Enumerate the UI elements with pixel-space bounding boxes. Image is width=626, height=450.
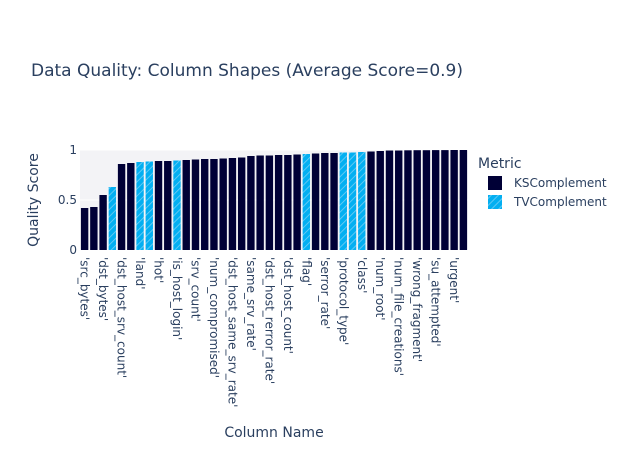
x-tick-label: 'class' <box>355 257 369 293</box>
x-tick-label: 'num_root' <box>373 257 387 321</box>
bar-kscomplement[interactable] <box>247 156 255 250</box>
x-tick-label: 'urgent' <box>447 257 461 303</box>
bar-kscomplement[interactable] <box>201 159 209 250</box>
bar-kscomplement[interactable] <box>284 155 292 250</box>
legend-label-tvcomplement: TVComplement <box>513 195 607 209</box>
x-tick-labels: 'src_bytes' 'dst_bytes' 'dst_host_srv_coun… <box>78 257 462 407</box>
legend-title: Metric <box>478 156 522 172</box>
legend: Metric KSComplement TVComplement <box>478 156 607 209</box>
x-tick-label: 'is_host_login' <box>170 257 184 340</box>
bar-kscomplement[interactable] <box>385 150 394 251</box>
bar-tvcomplement[interactable] <box>302 154 311 250</box>
bar-kscomplement[interactable] <box>441 150 449 250</box>
legend-label-kscomplement: KSComplement <box>514 176 607 190</box>
chart-title: Data Quality: Column Shapes (Average Sco… <box>31 61 463 81</box>
x-tick-label: 'dst_bytes' <box>96 257 110 321</box>
bar-tvcomplement[interactable] <box>173 160 181 251</box>
bar-tvcomplement[interactable] <box>358 152 366 250</box>
y-tick-label: 0 <box>69 243 77 257</box>
legend-item-kscomplement[interactable]: KSComplement <box>488 176 607 190</box>
bar-kscomplement[interactable] <box>450 150 458 250</box>
x-tick-label: 'su_attempted' <box>429 257 443 347</box>
bar-kscomplement[interactable] <box>154 161 163 250</box>
y-tick-label: 0.5 <box>58 193 77 207</box>
legend-swatch-kscomplement <box>488 176 502 190</box>
x-tick-label: 'dst_host_rerror_rate' <box>262 257 276 384</box>
x-tick-label: 'protocol_type' <box>336 257 350 345</box>
bar-tvcomplement[interactable] <box>348 152 357 251</box>
bar-kscomplement[interactable] <box>127 163 135 250</box>
bar-kscomplement[interactable] <box>459 150 468 250</box>
bar-kscomplement[interactable] <box>311 153 320 251</box>
legend-swatch-tvcomplement <box>488 195 502 209</box>
x-tick-label: 'hot' <box>152 257 166 283</box>
x-tick-label: 'same_srv_rate' <box>244 257 258 351</box>
bar-kscomplement[interactable] <box>330 153 338 250</box>
bar-tvcomplement[interactable] <box>145 161 153 251</box>
x-tick-label: 'dst_host_same_srv_rate' <box>225 257 239 407</box>
bars <box>80 150 468 251</box>
x-tick-label: 'srv_count' <box>188 257 202 322</box>
bar-kscomplement[interactable] <box>191 159 200 251</box>
bar-kscomplement[interactable] <box>404 150 412 250</box>
bar-kscomplement[interactable] <box>274 155 283 250</box>
bar-kscomplement[interactable] <box>376 151 384 250</box>
bar-tvcomplement[interactable] <box>339 152 347 251</box>
bar-kscomplement[interactable] <box>431 150 440 250</box>
bar-kscomplement[interactable] <box>99 195 107 250</box>
y-tick-label: 1 <box>69 143 77 157</box>
x-tick-label: 'num_compromised' <box>207 257 221 378</box>
x-tick-label: 'dst_host_srv_count' <box>115 257 129 378</box>
x-tick-label: 'serror_rate' <box>318 257 332 329</box>
bar-kscomplement[interactable] <box>90 207 98 250</box>
legend-item-tvcomplement[interactable]: TVComplement <box>488 195 607 209</box>
bar-kscomplement[interactable] <box>422 150 431 250</box>
bar-kscomplement[interactable] <box>117 164 126 250</box>
bar-kscomplement[interactable] <box>80 208 89 250</box>
bar-kscomplement[interactable] <box>182 160 190 250</box>
y-tick-labels: 00.51 <box>58 143 77 257</box>
bar-kscomplement[interactable] <box>210 159 218 250</box>
bar-kscomplement[interactable] <box>395 150 403 251</box>
x-tick-label: 'flag' <box>299 257 313 286</box>
bar-kscomplement[interactable] <box>237 157 246 251</box>
bar-kscomplement[interactable] <box>219 158 227 251</box>
x-tick-label: 'num_file_creations' <box>392 257 406 376</box>
y-gridlines <box>80 149 468 251</box>
x-axis-title: Column Name <box>224 425 323 441</box>
bar-kscomplement[interactable] <box>265 155 274 251</box>
bar-kscomplement[interactable] <box>293 154 301 251</box>
bar-kscomplement[interactable] <box>164 161 172 250</box>
bar-kscomplement[interactable] <box>321 153 329 250</box>
x-tick-label: 'land' <box>133 257 147 290</box>
y-axis-title: Quality Score <box>26 153 42 247</box>
x-tick-label: 'wrong_fragment' <box>410 257 424 362</box>
bar-tvcomplement[interactable] <box>136 162 144 250</box>
bar-kscomplement[interactable] <box>256 155 264 251</box>
bar-kscomplement[interactable] <box>413 150 421 250</box>
x-tick-label: 'src_bytes' <box>78 257 92 320</box>
bar-tvcomplement[interactable] <box>108 187 117 250</box>
bar-kscomplement[interactable] <box>367 151 375 251</box>
bar-kscomplement[interactable] <box>228 158 237 250</box>
x-tick-label: 'dst_host_count' <box>281 257 295 354</box>
